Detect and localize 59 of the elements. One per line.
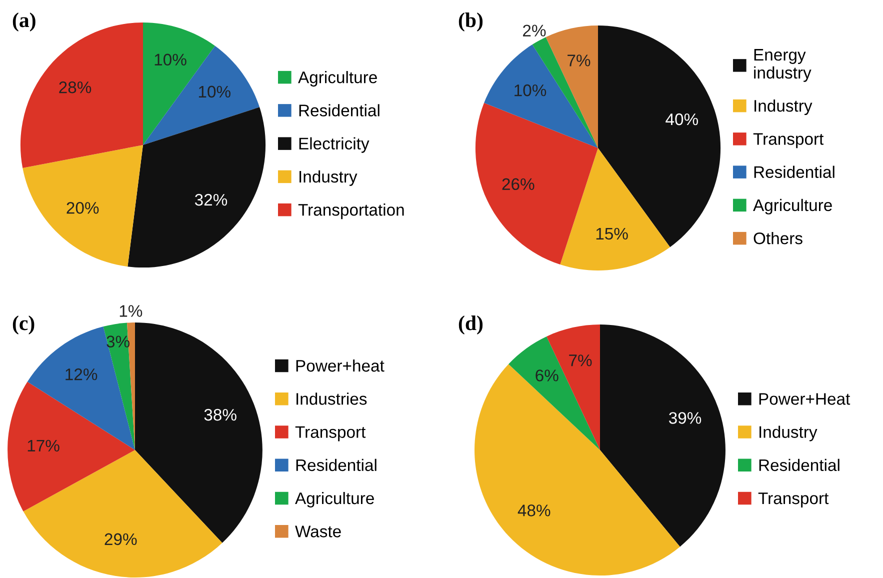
data-label: 7% xyxy=(568,54,590,66)
chart-title: (c) xyxy=(12,316,34,334)
legend-label: Industry xyxy=(300,170,358,186)
pie-slice xyxy=(103,322,135,450)
data-label: 39% xyxy=(668,412,702,424)
pie-slice xyxy=(135,322,262,543)
data-label: 40% xyxy=(666,113,698,126)
legend-label: Transportation xyxy=(298,204,404,220)
data-label: 10% xyxy=(514,84,546,96)
pie-slice xyxy=(546,25,598,148)
pie-slice xyxy=(560,148,670,271)
legend-label: Industry xyxy=(760,426,818,442)
legend-label: Transport xyxy=(758,492,829,508)
legend-label: Energy industry xyxy=(754,49,812,82)
legend-label: Transport xyxy=(295,426,366,442)
pie-slice xyxy=(128,107,266,268)
legend-label: Transport xyxy=(753,133,824,148)
data-label: 7% xyxy=(569,354,592,366)
data-label: 15% xyxy=(596,228,628,240)
data-label: 10% xyxy=(154,54,186,66)
chart-title: (d) xyxy=(458,316,483,334)
data-label: 6% xyxy=(536,370,558,382)
legend-label: Residential xyxy=(299,104,380,116)
pie-slice xyxy=(484,44,598,148)
legend-label: Industries xyxy=(296,392,367,405)
legend-label: Power+Heat xyxy=(759,393,850,405)
legend-label: Agriculture xyxy=(298,71,377,87)
data-label: 20% xyxy=(66,202,99,214)
data-label: 32% xyxy=(194,194,228,206)
data-label: 26% xyxy=(502,178,534,190)
pie-slice xyxy=(475,102,598,265)
legend-label: Agriculture xyxy=(295,492,374,508)
data-label: 29% xyxy=(104,533,137,546)
legend-label: Residential xyxy=(759,458,840,472)
data-label: 12% xyxy=(66,368,98,380)
data-label: 48% xyxy=(518,504,550,516)
pie-slice xyxy=(600,324,726,547)
pie-slice xyxy=(143,46,260,145)
data-label: 28% xyxy=(59,81,92,94)
legend-label: Others xyxy=(754,232,802,244)
data-label: 10% xyxy=(198,86,230,98)
pie-slice xyxy=(8,382,135,512)
legend-label: Electricity xyxy=(299,137,370,153)
pie-slice xyxy=(22,145,143,267)
legend-label: Waste xyxy=(295,526,341,538)
data-label: 1% xyxy=(120,305,142,317)
legend-label: Residential xyxy=(296,458,376,472)
chart-title: (a) xyxy=(12,12,36,32)
pie-slice xyxy=(23,450,222,578)
chart-title: (b) xyxy=(458,12,483,32)
data-label: 17% xyxy=(28,440,60,452)
data-label: 38% xyxy=(204,408,236,421)
legend-label: Residential xyxy=(754,166,834,178)
pie-slice xyxy=(598,25,721,248)
legend-label: Industry xyxy=(754,100,812,116)
pie-slice xyxy=(508,336,600,450)
legend-label: Agriculture xyxy=(753,198,832,214)
data-label: 2% xyxy=(523,24,546,36)
legend-label: Power+heat xyxy=(296,359,384,372)
